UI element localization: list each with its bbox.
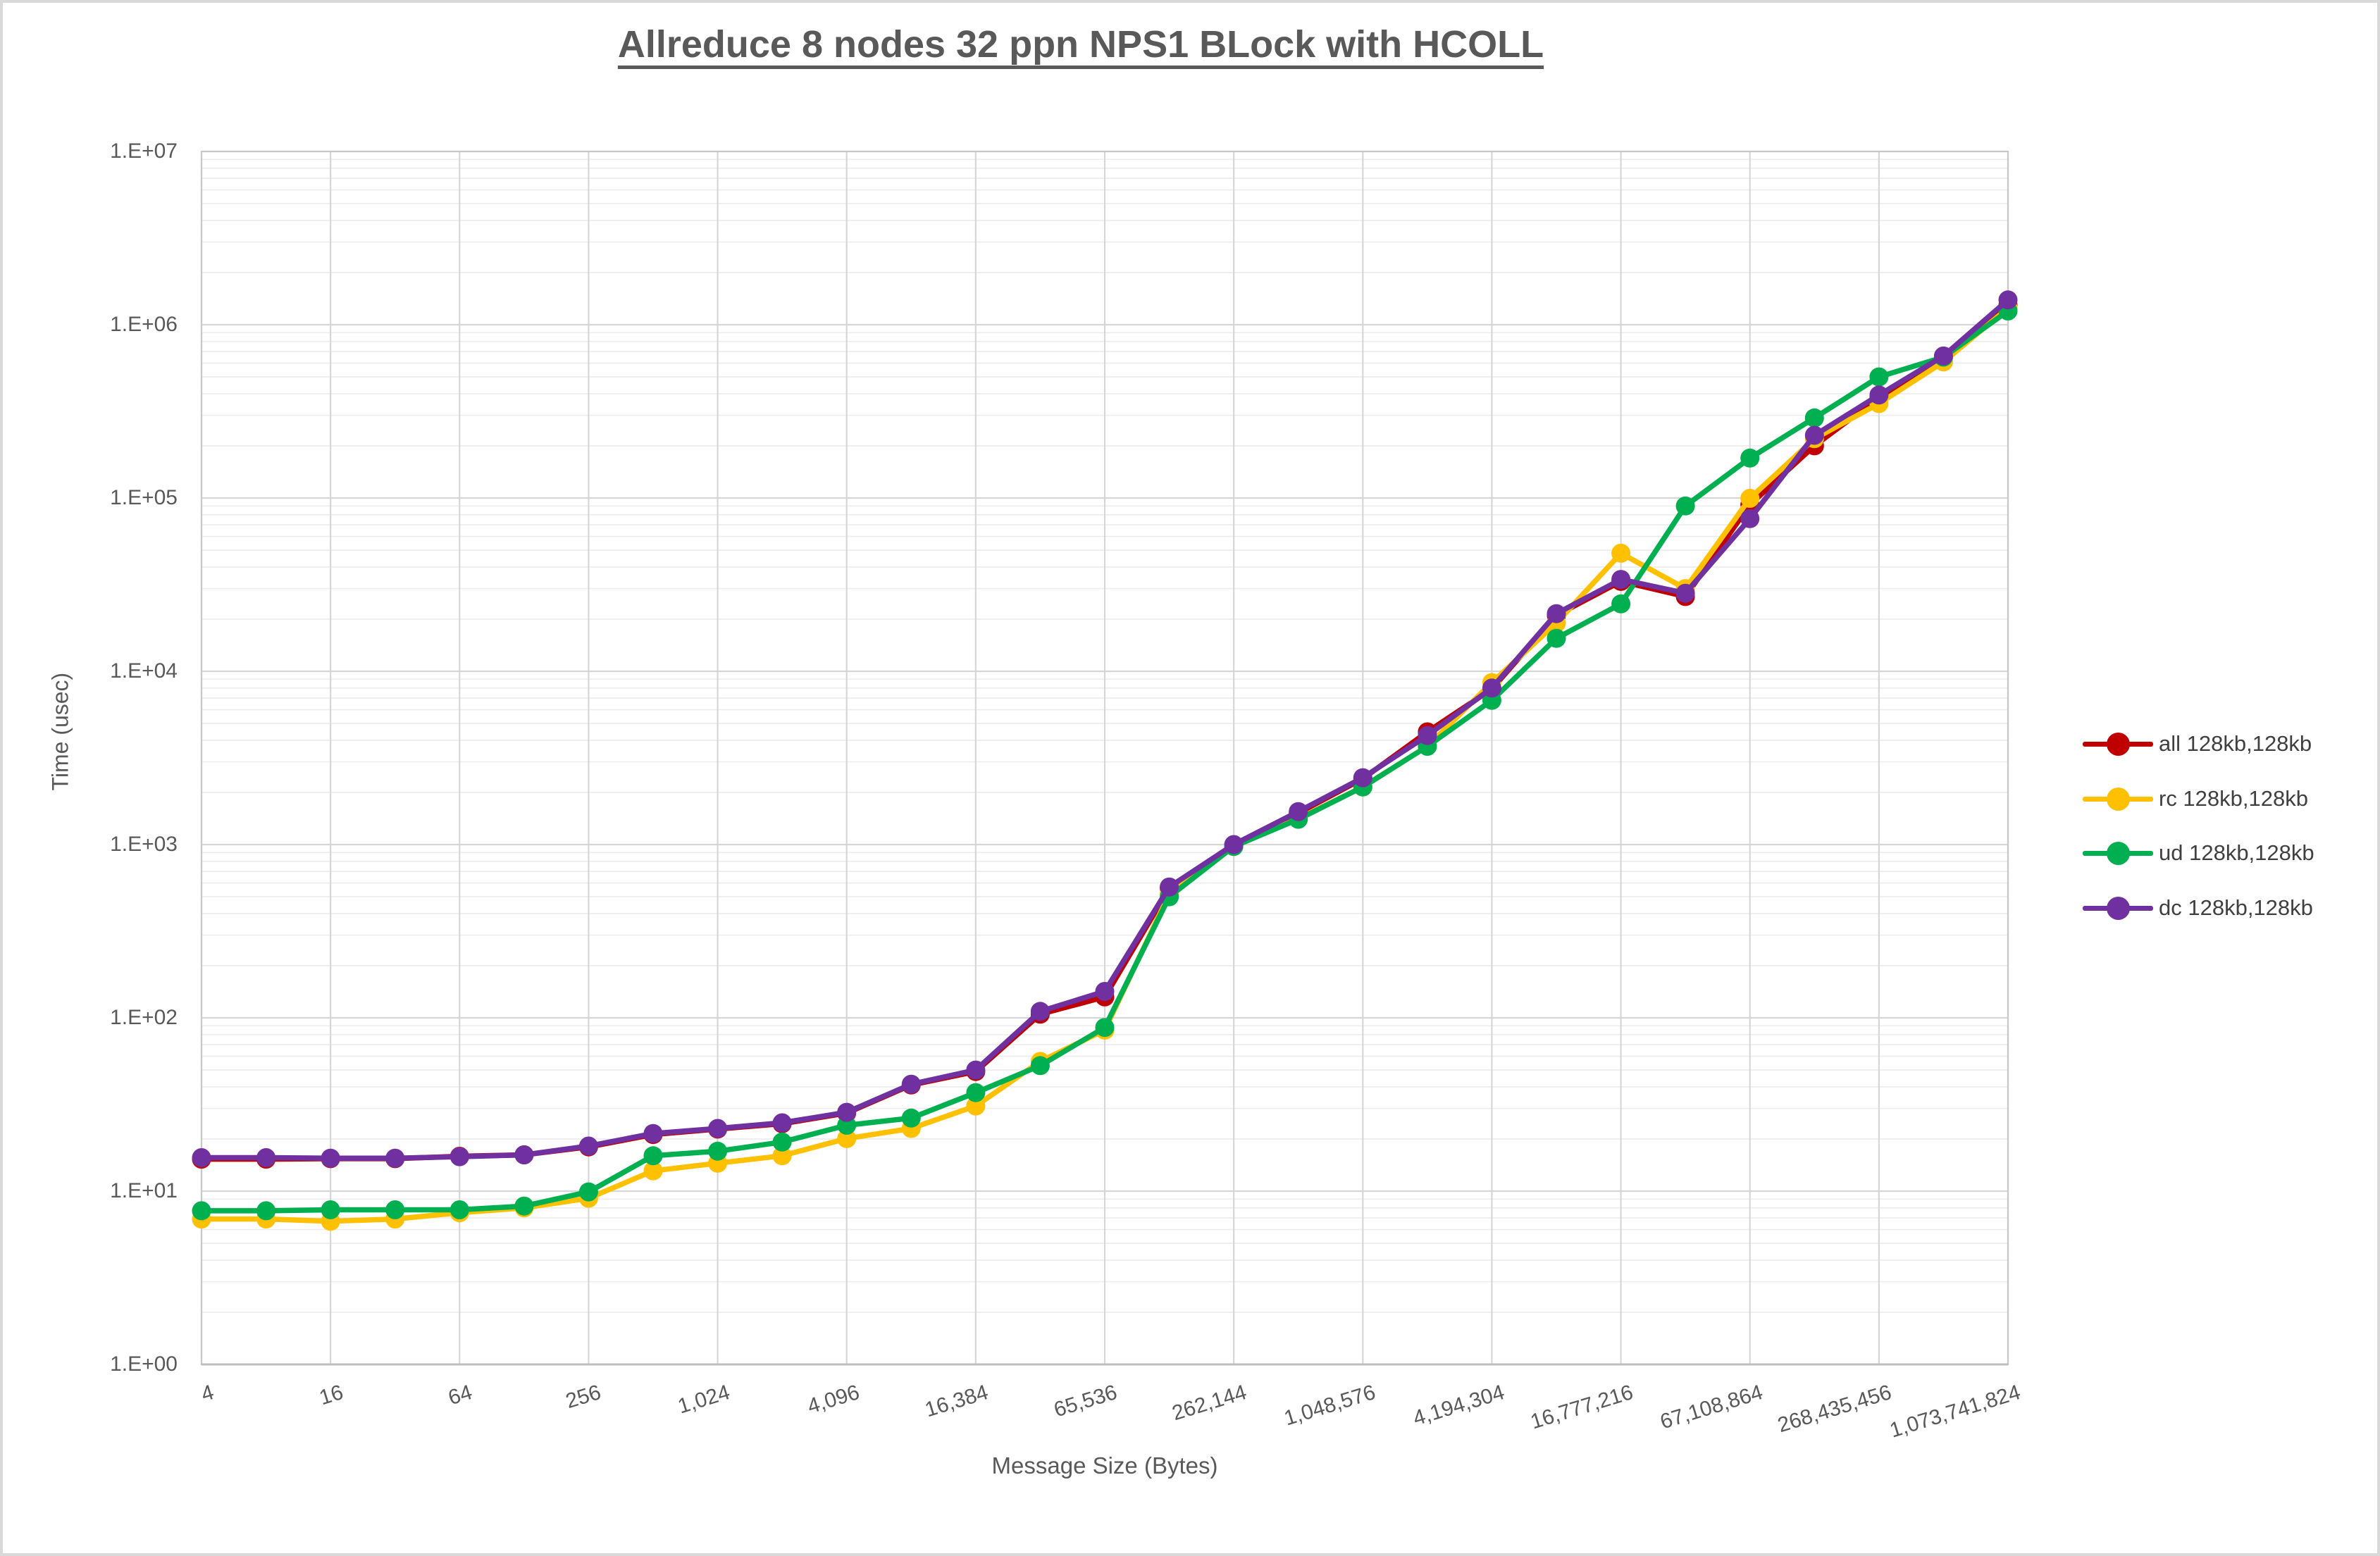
series-marker-3 xyxy=(1740,509,1760,528)
legend-label: ud 128kb,128kb xyxy=(2159,840,2314,865)
series-marker-2 xyxy=(643,1146,663,1166)
series-marker-1 xyxy=(772,1146,792,1166)
series-marker-3 xyxy=(514,1145,534,1164)
series-marker-3 xyxy=(708,1119,728,1138)
x-tick-label-box: 1,073,741,824 xyxy=(1763,1381,2023,1443)
series-marker-2 xyxy=(1675,496,1695,516)
series-marker-2 xyxy=(1611,594,1631,614)
series-marker-3 xyxy=(1998,290,2018,310)
series-marker-3 xyxy=(1353,768,1372,788)
series-marker-2 xyxy=(1740,448,1760,468)
series-marker-2 xyxy=(772,1132,792,1152)
plot-area xyxy=(192,150,2018,1366)
series-marker-2 xyxy=(1030,1056,1050,1076)
legend-marker-icon xyxy=(2083,887,2153,929)
y-tick-label: 1.E+01 xyxy=(110,1179,178,1202)
series-marker-3 xyxy=(643,1124,663,1143)
series-marker-3 xyxy=(772,1113,792,1133)
series-marker-2 xyxy=(514,1196,534,1216)
y-tick-label: 1.E+06 xyxy=(110,313,178,336)
series-marker-3 xyxy=(1289,802,1308,821)
legend-label: dc 128kb,128kb xyxy=(2159,895,2313,920)
series-marker-2 xyxy=(1869,367,1889,387)
series-marker-3 xyxy=(1224,835,1244,854)
series-marker-3 xyxy=(1869,385,1889,405)
series-marker-1 xyxy=(643,1161,663,1181)
series-marker-2 xyxy=(256,1201,276,1221)
series-marker-3 xyxy=(1418,726,1437,745)
series-marker-2 xyxy=(578,1182,598,1202)
series-marker-1 xyxy=(966,1096,986,1116)
legend-label: rc 128kb,128kb xyxy=(2159,785,2308,811)
series-marker-2 xyxy=(708,1141,728,1161)
series-marker-3 xyxy=(1933,346,1953,366)
series-marker-3 xyxy=(450,1147,469,1166)
legend-item-rc[interactable]: rc 128kb,128kb xyxy=(2083,778,2308,820)
legend-item-all[interactable]: all 128kb,128kb xyxy=(2083,723,2312,765)
legend-item-dc[interactable]: dc 128kb,128kb xyxy=(2083,887,2313,929)
y-tick-label: 1.E+07 xyxy=(110,139,178,163)
y-axis-title: Time (usec) xyxy=(47,672,73,791)
series-marker-3 xyxy=(837,1102,857,1122)
y-tick-label: 1.E+04 xyxy=(110,659,178,683)
series-marker-3 xyxy=(1547,604,1566,623)
series-marker-2 xyxy=(1804,408,1824,428)
series-marker-2 xyxy=(321,1200,340,1219)
series-marker-3 xyxy=(256,1148,276,1167)
y-tick-label: 1.E+00 xyxy=(110,1352,178,1376)
y-tick-label: 1.E+03 xyxy=(110,833,178,856)
series-marker-2 xyxy=(1095,1018,1115,1038)
x-axis-title: Message Size (Bytes) xyxy=(991,1452,1218,1479)
series-marker-1 xyxy=(1740,489,1760,508)
series-marker-3 xyxy=(901,1074,921,1094)
series-marker-3 xyxy=(1482,678,1501,698)
legend-dot xyxy=(2107,787,2130,811)
series-marker-2 xyxy=(385,1200,405,1219)
series-marker-3 xyxy=(1804,425,1824,445)
series-marker-3 xyxy=(1611,570,1631,590)
legend-item-ud[interactable]: ud 128kb,128kb xyxy=(2083,832,2314,874)
legend-label: all 128kb,128kb xyxy=(2159,731,2312,756)
series-marker-3 xyxy=(192,1148,211,1167)
legend-marker-icon xyxy=(2083,832,2153,874)
series-marker-3 xyxy=(578,1136,598,1156)
series-marker-3 xyxy=(1030,1002,1050,1021)
series-marker-2 xyxy=(1547,628,1566,648)
series-marker-3 xyxy=(1675,583,1695,603)
series-marker-3 xyxy=(321,1148,340,1168)
series-marker-1 xyxy=(837,1128,857,1148)
legend-marker-icon xyxy=(2083,723,2153,765)
series-marker-3 xyxy=(966,1060,986,1080)
legend-dot xyxy=(2107,896,2130,920)
legend-marker-icon xyxy=(2083,778,2153,820)
series-marker-2 xyxy=(450,1200,469,1219)
legend-dot xyxy=(2107,842,2130,865)
series-marker-3 xyxy=(385,1148,405,1168)
series-marker-2 xyxy=(192,1201,211,1221)
series-marker-2 xyxy=(901,1108,921,1128)
legend-dot xyxy=(2107,733,2130,756)
series-marker-2 xyxy=(966,1083,986,1102)
series-marker-3 xyxy=(1095,982,1115,1001)
y-tick-label: 1.E+02 xyxy=(110,1006,178,1029)
series-marker-3 xyxy=(1160,877,1179,897)
chart-title: Allreduce 8 nodes 32 ppn NPS1 BLock with… xyxy=(617,23,1544,66)
series-marker-1 xyxy=(1611,543,1631,563)
y-tick-label: 1.E+05 xyxy=(110,486,178,509)
